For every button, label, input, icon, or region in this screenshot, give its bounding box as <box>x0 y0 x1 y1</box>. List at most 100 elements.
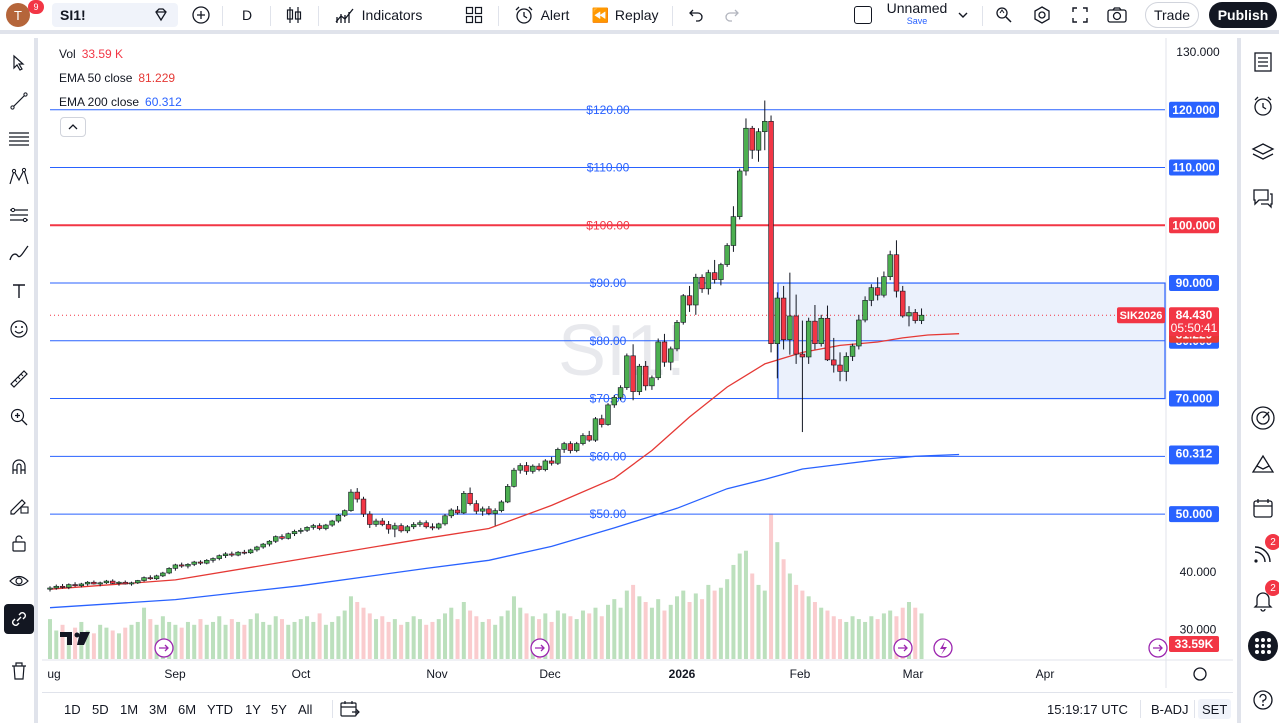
volume-bar <box>762 590 767 659</box>
alerts-panel-button[interactable] <box>1247 90 1279 122</box>
quick-search-button[interactable] <box>992 0 1016 30</box>
lock-drawings-tool[interactable] <box>4 528 34 558</box>
range-5y[interactable]: 5Y <box>271 701 287 717</box>
icons-tool[interactable] <box>4 314 34 344</box>
candle-body <box>793 315 799 355</box>
layout-name-button[interactable]: Unnamed Save <box>884 0 950 30</box>
time-axis[interactable]: ug Sep Oct Nov Dec 2026 Feb Mar Apr <box>47 667 1207 681</box>
lightning-event-icon[interactable] <box>933 638 953 658</box>
calendar-button[interactable] <box>1247 492 1279 524</box>
range-5d[interactable]: 5D <box>92 701 109 717</box>
price-chart[interactable]: SI1! $120.00$110.00$100.00$90.00$80.00$7… <box>42 38 1233 688</box>
settlement-toggle[interactable]: SET <box>1198 699 1232 719</box>
horizontal-lines-tool[interactable] <box>4 124 34 154</box>
axis-settings-icon[interactable] <box>1193 667 1207 681</box>
snapshot-button[interactable] <box>1104 0 1130 30</box>
candle-body <box>97 582 103 585</box>
candle-body <box>837 364 843 372</box>
candle-body <box>617 387 624 398</box>
chart-type-button[interactable] <box>282 0 306 30</box>
magnet-tool[interactable] <box>4 452 34 482</box>
legend-volume[interactable]: Vol 33.59 K <box>59 47 123 61</box>
ideas-button[interactable] <box>1247 448 1279 480</box>
range-1m[interactable]: 1M <box>120 701 139 717</box>
goto-date-button[interactable] <box>340 699 360 719</box>
notifications-button[interactable]: 2 <box>1247 580 1279 616</box>
range-all[interactable]: All <box>298 701 313 717</box>
range-6m[interactable]: 6M <box>178 701 197 717</box>
volume-bar <box>198 619 203 659</box>
layout-menu-chevron[interactable] <box>954 0 972 30</box>
cursor-tool[interactable] <box>4 48 34 78</box>
compare-symbol-icon[interactable] <box>152 6 170 24</box>
measure-tool[interactable] <box>4 364 34 394</box>
alert-button[interactable]: Alert <box>508 0 574 30</box>
candle-body <box>711 272 718 280</box>
help-button[interactable] <box>1247 684 1279 716</box>
candle-body <box>586 435 592 441</box>
remove-drawings-tool[interactable] <box>4 656 34 686</box>
brush-tool[interactable] <box>4 238 34 268</box>
redo-button[interactable] <box>720 0 744 30</box>
hide-drawings-tool[interactable] <box>4 566 34 596</box>
trade-button[interactable]: Trade <box>1145 2 1199 28</box>
ruler-lines-icon <box>10 207 28 223</box>
candle-body <box>436 523 442 529</box>
volume-bar <box>142 607 147 659</box>
replay-button[interactable]: ⏪ Replay <box>588 0 662 30</box>
bottom-divider <box>1194 700 1195 718</box>
pattern-tool[interactable] <box>4 162 34 192</box>
back-adjust-toggle[interactable]: B-ADJ <box>1151 701 1189 717</box>
layout-select-checkbox[interactable] <box>852 0 874 30</box>
event-markers[interactable] <box>60 632 1168 658</box>
candle-body <box>266 540 273 545</box>
price-axis[interactable]: 130.000 40.000 30.000 120.000 110.000 100.000… <box>1117 45 1220 652</box>
user-avatar[interactable]: T <box>6 3 30 27</box>
zoom-tool[interactable] <box>4 402 34 432</box>
indicators-button[interactable]: Indicators <box>330 0 426 30</box>
apps-grid-icon <box>1248 631 1278 661</box>
products-menu-button[interactable] <box>1247 630 1279 662</box>
candle-body <box>423 522 429 528</box>
candle-body <box>611 397 618 406</box>
interval-button[interactable]: D <box>241 7 253 23</box>
range-3m[interactable]: 3M <box>149 701 168 717</box>
legend-ema200[interactable]: EMA 200 close 60.312 <box>59 95 182 109</box>
range-1d[interactable]: 1D <box>64 701 81 717</box>
symbol-search[interactable]: SI1! <box>52 3 178 27</box>
publish-button[interactable]: Publish <box>1209 2 1277 28</box>
undo-button[interactable] <box>684 0 708 30</box>
chart-pane[interactable]: SI1! $120.00 $110.00 $100.00 $90.00 $80.00 $7… <box>42 38 1233 688</box>
event-arrow-icon[interactable] <box>530 638 550 658</box>
event-arrow-icon[interactable] <box>1148 638 1168 658</box>
add-symbol-button[interactable] <box>188 0 214 30</box>
volume-bar <box>593 607 598 659</box>
object-tree-button[interactable] <box>1247 136 1279 168</box>
candle-body <box>805 320 812 358</box>
fullscreen-button[interactable] <box>1068 0 1092 30</box>
range-ytd[interactable]: YTD <box>207 701 233 717</box>
bell-icon <box>1253 592 1273 612</box>
trend-line-tool[interactable] <box>4 86 34 116</box>
volume-bar <box>562 613 567 659</box>
drawing-mode-tool[interactable] <box>4 490 34 520</box>
chats-button[interactable] <box>1247 182 1279 214</box>
legend-collapse-button[interactable] <box>60 117 86 137</box>
templates-button[interactable] <box>462 0 486 30</box>
tradingview-logo[interactable] <box>60 632 90 645</box>
sync-drawings-tool[interactable] <box>4 604 34 634</box>
range-1y[interactable]: 1Y <box>245 701 261 717</box>
volume-bar <box>856 619 861 659</box>
event-arrow-icon[interactable] <box>893 638 913 658</box>
volume-bar <box>662 610 667 659</box>
news-stream-button[interactable]: 2 <box>1247 534 1279 570</box>
legend-ema50[interactable]: EMA 50 close 81.229 <box>59 71 175 85</box>
settings-button[interactable] <box>1030 0 1054 30</box>
horizontal-line-drawings[interactable]: $120.00 $110.00 $100.00 $90.00 $80.00 $70.00 $… <box>50 103 1165 521</box>
forecast-tool[interactable] <box>4 200 34 230</box>
text-tool[interactable] <box>4 276 34 306</box>
hotlists-button[interactable] <box>1247 402 1279 434</box>
watchlist-button[interactable] <box>1247 46 1279 78</box>
clock-timezone[interactable]: 15:19:17 UTC <box>1047 701 1128 717</box>
event-arrow-icon[interactable] <box>154 638 174 658</box>
